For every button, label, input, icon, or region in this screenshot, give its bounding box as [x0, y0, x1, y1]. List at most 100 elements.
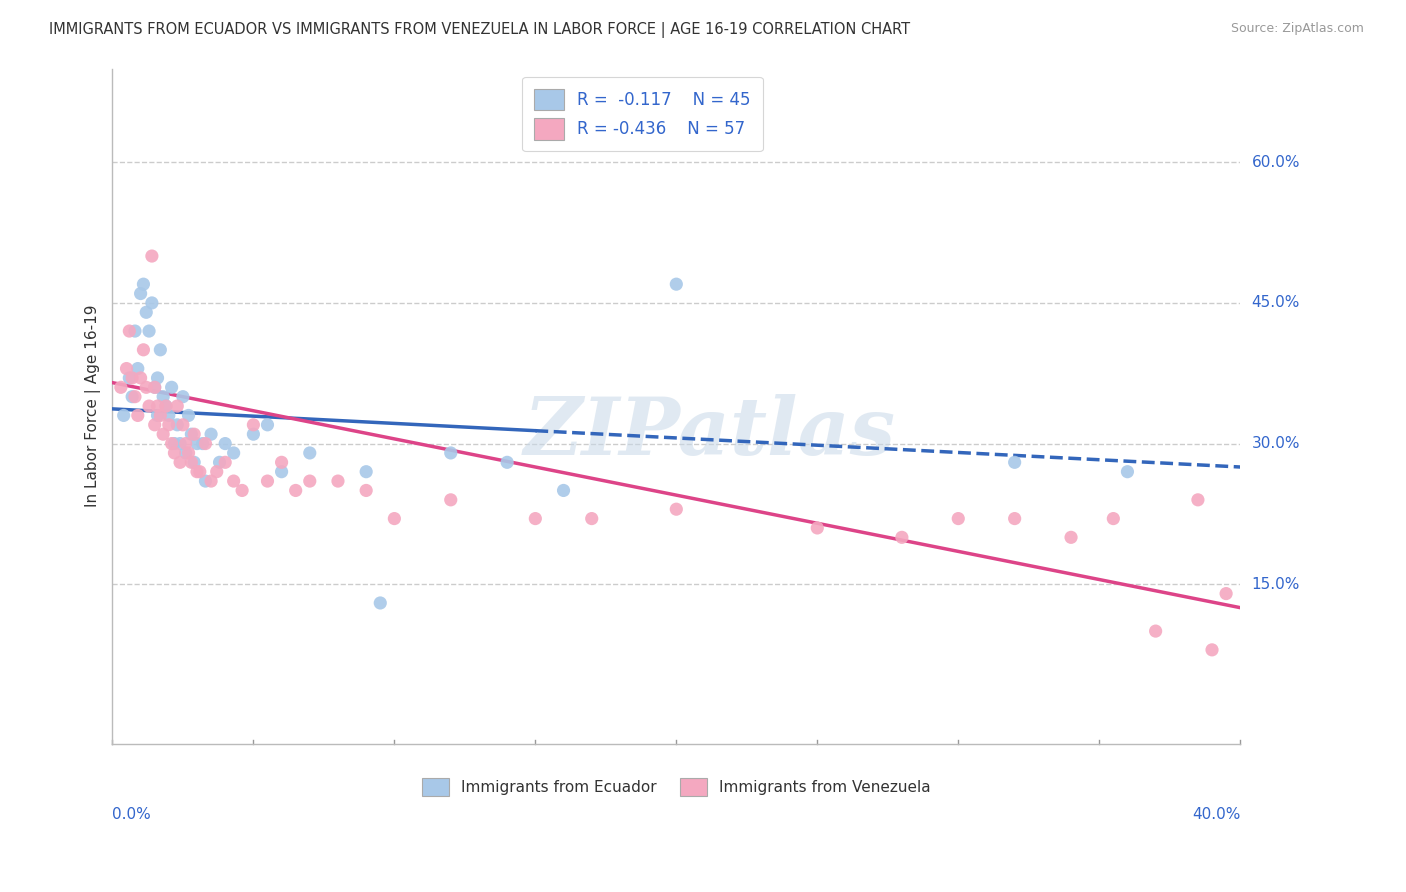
- Point: [132, 277, 155, 292]
- Point: [129, 371, 152, 385]
- Point: [115, 361, 138, 376]
- Point: [191, 436, 214, 450]
- Point: [270, 455, 292, 469]
- Point: [553, 483, 575, 498]
- Point: [138, 324, 160, 338]
- Point: [121, 371, 143, 385]
- Point: [141, 249, 163, 263]
- Point: [222, 474, 245, 488]
- Text: ZIPatlas: ZIPatlas: [524, 394, 896, 472]
- Point: [200, 474, 222, 488]
- Point: [256, 417, 278, 432]
- Point: [160, 436, 183, 450]
- Point: [222, 446, 245, 460]
- Point: [1215, 586, 1237, 600]
- Point: [118, 324, 141, 338]
- Point: [124, 324, 146, 338]
- Point: [231, 483, 253, 498]
- Point: [440, 446, 463, 460]
- Point: [665, 502, 688, 516]
- Point: [270, 465, 292, 479]
- Point: [1060, 530, 1083, 544]
- Point: [177, 446, 200, 460]
- Text: 60.0%: 60.0%: [1251, 155, 1301, 169]
- Point: [110, 380, 132, 394]
- Point: [298, 474, 321, 488]
- Point: [524, 511, 547, 525]
- Point: [160, 380, 183, 394]
- Point: [163, 446, 186, 460]
- Point: [581, 511, 603, 525]
- Point: [146, 409, 169, 423]
- Point: [1004, 455, 1026, 469]
- Point: [127, 409, 149, 423]
- Text: Source: ZipAtlas.com: Source: ZipAtlas.com: [1230, 22, 1364, 36]
- Point: [138, 399, 160, 413]
- Point: [143, 380, 166, 394]
- Text: 0.0%: 0.0%: [112, 807, 152, 822]
- Point: [298, 446, 321, 460]
- Point: [890, 530, 912, 544]
- Point: [194, 474, 217, 488]
- Point: [214, 436, 236, 450]
- Point: [124, 390, 146, 404]
- Text: IMMIGRANTS FROM ECUADOR VS IMMIGRANTS FROM VENEZUELA IN LABOR FORCE | AGE 16-19 : IMMIGRANTS FROM ECUADOR VS IMMIGRANTS FR…: [49, 22, 910, 38]
- Point: [180, 427, 202, 442]
- Point: [143, 417, 166, 432]
- Point: [174, 436, 197, 450]
- Text: 40.0%: 40.0%: [1192, 807, 1240, 822]
- Point: [186, 465, 208, 479]
- Point: [172, 390, 194, 404]
- Point: [112, 409, 135, 423]
- Point: [806, 521, 828, 535]
- Point: [1144, 624, 1167, 639]
- Legend: Immigrants from Ecuador, Immigrants from Venezuela: Immigrants from Ecuador, Immigrants from…: [413, 771, 939, 804]
- Point: [1004, 511, 1026, 525]
- Point: [146, 399, 169, 413]
- Point: [149, 409, 172, 423]
- Point: [1187, 492, 1209, 507]
- Point: [284, 483, 307, 498]
- Point: [152, 427, 174, 442]
- Point: [146, 371, 169, 385]
- Point: [157, 417, 180, 432]
- Point: [200, 427, 222, 442]
- Point: [135, 305, 157, 319]
- Point: [256, 474, 278, 488]
- Point: [1201, 643, 1223, 657]
- Point: [1102, 511, 1125, 525]
- Point: [135, 380, 157, 394]
- Point: [183, 427, 205, 442]
- Point: [188, 465, 211, 479]
- Point: [152, 390, 174, 404]
- Text: 45.0%: 45.0%: [1251, 295, 1301, 310]
- Point: [157, 409, 180, 423]
- Point: [186, 436, 208, 450]
- Point: [129, 286, 152, 301]
- Point: [166, 399, 188, 413]
- Point: [354, 465, 377, 479]
- Point: [121, 390, 143, 404]
- Point: [183, 455, 205, 469]
- Point: [194, 436, 217, 450]
- Text: 15.0%: 15.0%: [1251, 577, 1301, 591]
- Point: [172, 417, 194, 432]
- Point: [242, 427, 264, 442]
- Point: [665, 277, 688, 292]
- Y-axis label: In Labor Force | Age 16-19: In Labor Force | Age 16-19: [86, 305, 101, 508]
- Point: [948, 511, 970, 525]
- Point: [155, 399, 177, 413]
- Point: [118, 371, 141, 385]
- Text: 30.0%: 30.0%: [1251, 436, 1301, 451]
- Point: [496, 455, 519, 469]
- Point: [354, 483, 377, 498]
- Point: [169, 455, 191, 469]
- Point: [143, 380, 166, 394]
- Point: [177, 409, 200, 423]
- Point: [214, 455, 236, 469]
- Point: [382, 511, 405, 525]
- Point: [132, 343, 155, 357]
- Point: [155, 399, 177, 413]
- Point: [440, 492, 463, 507]
- Point: [368, 596, 391, 610]
